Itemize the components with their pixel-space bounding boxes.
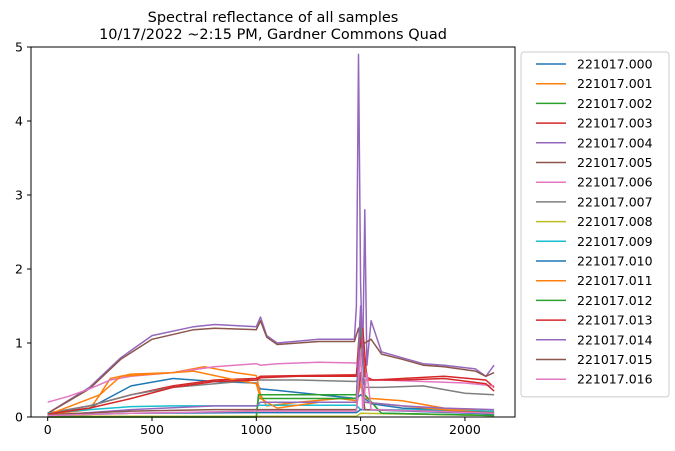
- x-tick-label: 500: [140, 422, 164, 437]
- x-axis: 0 500 1000 1500 2000: [44, 417, 481, 437]
- x-tick-label: 1000: [240, 422, 272, 437]
- legend-label: 221017.013: [577, 313, 653, 328]
- y-tick-label: 0: [15, 410, 23, 425]
- series-line-0: [47, 377, 495, 415]
- x-tick-label: 1500: [345, 422, 377, 437]
- series-layer: [47, 53, 495, 418]
- legend-label: 221017.002: [577, 96, 653, 111]
- y-tick-label: 1: [15, 336, 23, 351]
- series-line-14: [47, 305, 495, 417]
- legend-label: 221017.004: [577, 135, 653, 150]
- series-line-5: [47, 320, 495, 414]
- legend-label: 221017.010: [577, 254, 653, 269]
- legend-frame: [520, 51, 670, 398]
- legend-label: 221017.001: [577, 76, 653, 91]
- y-axis: 0 1 2 3 4 5: [15, 40, 31, 425]
- y-tick-label: 3: [15, 188, 23, 203]
- legend-label: 221017.015: [577, 352, 653, 367]
- legend-label: 221017.012: [577, 293, 653, 308]
- series-line-13: [47, 327, 495, 415]
- x-tick-label: 2000: [449, 422, 481, 437]
- legend-label: 221017.008: [577, 214, 653, 229]
- y-tick-label: 4: [15, 114, 23, 129]
- series-line-4: [47, 53, 495, 414]
- legend-label: 221017.005: [577, 155, 653, 170]
- legend-label: 221017.011: [577, 273, 653, 288]
- series-line-7: [47, 371, 495, 415]
- legend-label: 221017.014: [577, 332, 653, 347]
- legend-label: 221017.006: [577, 175, 653, 190]
- legend-label: 221017.016: [577, 372, 653, 387]
- legend-label: 221017.009: [577, 234, 653, 249]
- legend-label: 221017.007: [577, 194, 653, 209]
- legend-label: 221017.003: [577, 116, 653, 131]
- y-tick-label: 2: [15, 262, 23, 277]
- x-tick-label: 0: [44, 422, 52, 437]
- series-line-16: [47, 349, 495, 417]
- legend: 221017.000 221017.001 221017.002 221017.003…: [520, 51, 670, 398]
- chart-subtitle: 10/17/2022 ~2:15 PM, Gardner Commons Qua…: [99, 27, 447, 43]
- legend-label: 221017.000: [577, 57, 653, 72]
- plot-frame: [30, 46, 516, 418]
- chart-title: Spectral reflectance of all samples: [148, 10, 399, 26]
- y-tick-label: 5: [15, 40, 23, 55]
